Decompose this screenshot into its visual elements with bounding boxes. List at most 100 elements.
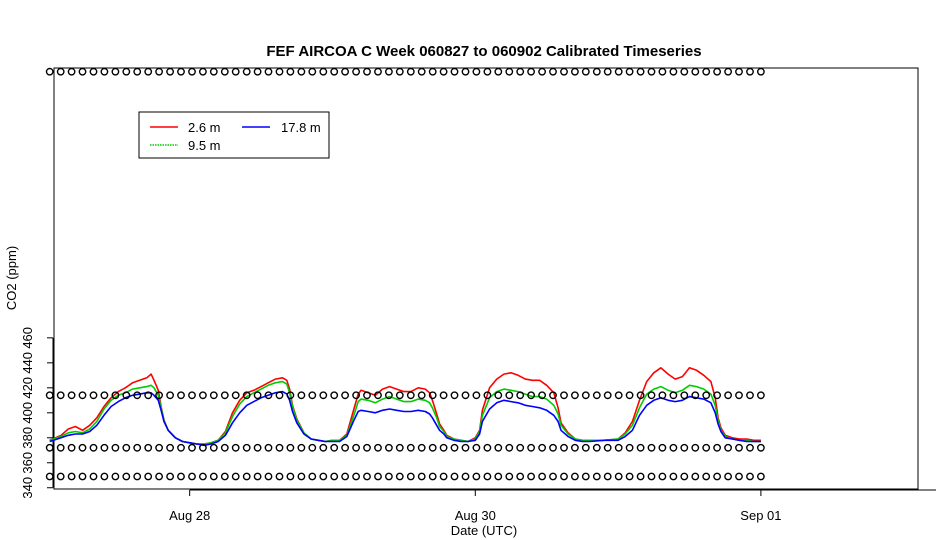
flag-point bbox=[516, 472, 525, 481]
flag-point bbox=[67, 472, 76, 481]
flag-point bbox=[417, 67, 426, 76]
flag-point bbox=[395, 472, 404, 481]
flag-point bbox=[253, 391, 262, 400]
flag-point bbox=[724, 391, 732, 400]
flag-point bbox=[188, 67, 196, 76]
flag-point bbox=[330, 443, 339, 452]
flag-point bbox=[319, 472, 328, 481]
flag-point bbox=[56, 67, 65, 76]
flag-point bbox=[89, 391, 98, 400]
flag-point bbox=[242, 443, 251, 452]
flag-point bbox=[198, 472, 207, 481]
flag-point bbox=[198, 67, 207, 76]
flag-point bbox=[581, 472, 590, 481]
flag-point bbox=[275, 67, 284, 76]
flag-point bbox=[680, 443, 689, 452]
flag-point bbox=[144, 472, 153, 481]
flag-point bbox=[352, 67, 360, 76]
flag-point bbox=[614, 391, 623, 400]
flag-point bbox=[483, 67, 492, 76]
flag-point bbox=[144, 443, 153, 452]
flag-point bbox=[472, 443, 481, 452]
flag-point bbox=[395, 67, 404, 76]
flag-point bbox=[592, 391, 601, 400]
flag-point bbox=[549, 391, 557, 400]
flag-point bbox=[209, 391, 218, 400]
flag-point bbox=[198, 443, 207, 452]
plot-area-frame bbox=[53, 67, 919, 490]
flag-point bbox=[735, 443, 743, 452]
flag-point bbox=[352, 472, 360, 481]
flag-point bbox=[253, 443, 262, 452]
flag-row-bottom bbox=[45, 472, 765, 481]
flag-point bbox=[669, 391, 678, 400]
flag-point bbox=[505, 67, 514, 76]
flag-point bbox=[702, 67, 711, 76]
flag-point bbox=[549, 472, 557, 481]
flag-point bbox=[133, 67, 142, 76]
flag-point bbox=[166, 391, 175, 400]
flag-point bbox=[286, 391, 295, 400]
flag-point bbox=[505, 391, 514, 400]
flag-point bbox=[724, 472, 732, 481]
flag-point bbox=[603, 391, 612, 400]
flag-point bbox=[527, 472, 535, 481]
flag-point bbox=[352, 443, 360, 452]
flag-point bbox=[658, 67, 667, 76]
y-tick-label-420: 420 bbox=[20, 377, 35, 399]
flag-point bbox=[122, 67, 131, 76]
flag-point bbox=[363, 391, 371, 400]
flag-point bbox=[177, 472, 185, 481]
flag-point bbox=[188, 443, 196, 452]
flag-point bbox=[483, 391, 492, 400]
flag-point bbox=[308, 391, 317, 400]
y-axis-label: CO2 (ppm) bbox=[4, 246, 19, 310]
flag-point bbox=[384, 472, 393, 481]
flag-point bbox=[297, 472, 306, 481]
flag-point bbox=[231, 472, 240, 481]
series-line-17-8-m bbox=[49, 390, 761, 447]
flag-point bbox=[439, 472, 448, 481]
flag-point bbox=[319, 443, 328, 452]
flag-point bbox=[78, 443, 87, 452]
flag-point bbox=[395, 391, 404, 400]
flag-point bbox=[757, 443, 765, 452]
y-tick-label-400: 400 bbox=[20, 402, 35, 424]
flag-point bbox=[647, 443, 656, 452]
flag-point bbox=[242, 67, 251, 76]
flag-point bbox=[133, 443, 142, 452]
flag-point bbox=[363, 472, 371, 481]
flag-point bbox=[308, 67, 317, 76]
flag-point bbox=[78, 67, 87, 76]
flag-point bbox=[78, 472, 87, 481]
flag-point bbox=[494, 472, 503, 481]
flag-row-top bbox=[45, 67, 765, 76]
flag-point bbox=[581, 391, 590, 400]
flag-point bbox=[527, 391, 535, 400]
flag-point bbox=[111, 472, 120, 481]
flag-point bbox=[384, 443, 393, 452]
flag-point bbox=[209, 443, 218, 452]
flag-point bbox=[647, 472, 656, 481]
flag-point bbox=[516, 391, 525, 400]
flag-point bbox=[341, 67, 349, 76]
flag-point bbox=[417, 472, 426, 481]
flag-point bbox=[472, 67, 481, 76]
legend: 2.6 m 17.8 m 9.5 m bbox=[138, 111, 330, 159]
flag-point bbox=[461, 443, 470, 452]
flag-point bbox=[658, 472, 667, 481]
flag-point bbox=[111, 67, 120, 76]
flag-point bbox=[209, 67, 218, 76]
flag-point bbox=[330, 472, 339, 481]
flag-point bbox=[483, 443, 492, 452]
y-tick-label-380: 380 bbox=[20, 427, 35, 449]
flag-point bbox=[374, 472, 382, 481]
flag-point bbox=[374, 67, 382, 76]
flag-point bbox=[494, 67, 503, 76]
flag-point bbox=[406, 67, 415, 76]
flag-point bbox=[188, 472, 196, 481]
flag-point bbox=[713, 391, 721, 400]
flag-point bbox=[308, 472, 317, 481]
